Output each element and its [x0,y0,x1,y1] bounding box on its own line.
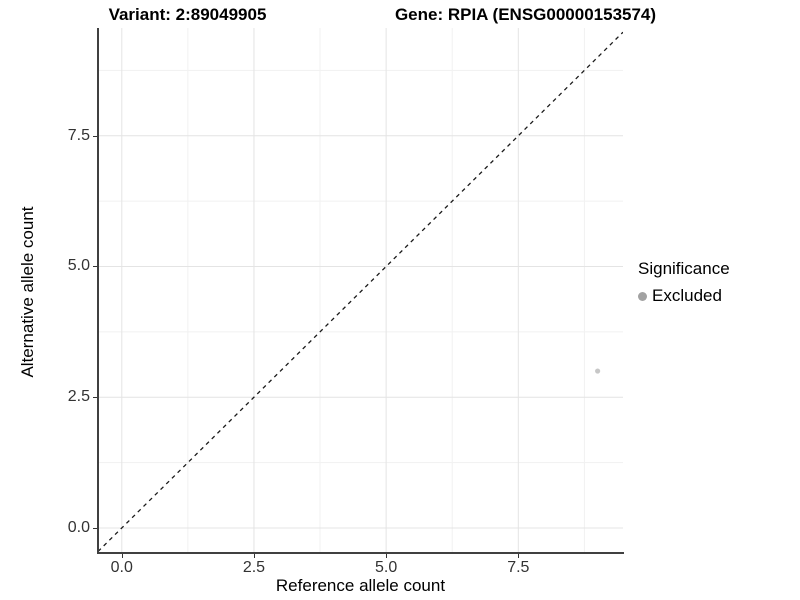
variant-title: Variant: 2:89049905 [108,5,267,24]
plot-panel [98,28,623,552]
x-tick-label: 0.0 [110,559,133,576]
x-tick-label: 2.5 [242,559,266,576]
x-tick-mark [121,554,123,558]
x-tick-mark [253,554,255,558]
x-axis-title: Reference allele count [275,576,446,595]
y-tick-mark [93,397,97,399]
plot-canvas [98,28,623,552]
x-tick-label: 7.5 [507,559,530,576]
y-tick-label: 2.5 [67,388,90,406]
identity-dashed-line [98,31,623,552]
y-tick-label: 0.0 [67,518,90,536]
gene-title: Gene: RPIA (ENSG00000153574) [394,5,657,24]
y-tick-mark [93,135,97,137]
y-tick-mark [93,266,97,268]
legend-item-label: Excluded [652,286,722,305]
legend-item-excluded: Excluded [638,286,730,306]
y-axis-title: Alternative allele count [18,206,37,378]
y-axis-line [97,28,99,554]
data-point [595,368,601,374]
legend: Significance Excluded [638,259,730,306]
x-tick-label: 5.0 [375,559,398,576]
legend-title: Significance [638,259,730,278]
x-axis-line [97,552,624,554]
x-tick-mark [386,554,388,558]
legend-key-dot-icon [638,291,647,301]
x-tick-mark [518,554,520,558]
y-tick-label: 5.0 [67,257,90,275]
y-tick-mark [93,527,97,529]
y-tick-label: 7.5 [67,126,90,144]
